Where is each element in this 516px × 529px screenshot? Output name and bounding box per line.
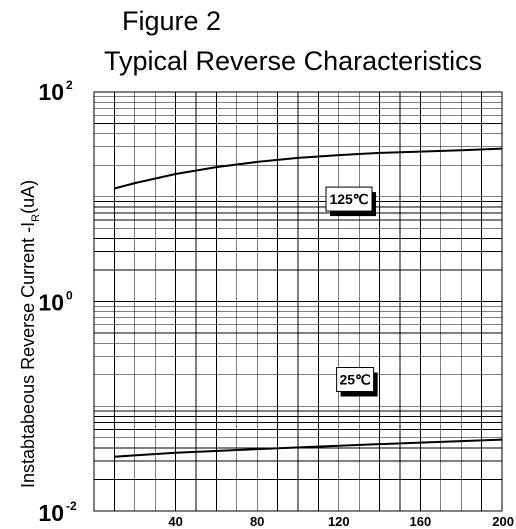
- y-tick-label: 10 0: [38, 289, 73, 316]
- y-tick-label: 10 -2: [38, 499, 77, 526]
- y-tick-base: 10: [38, 500, 64, 526]
- series-label-text: 125℃: [329, 191, 368, 207]
- label-box: [336, 367, 375, 393]
- y-tick-exponent: 0: [66, 289, 73, 303]
- x-tick-label: 120: [328, 514, 350, 529]
- x-tick-label: 80: [250, 514, 264, 529]
- label-box: [325, 186, 373, 212]
- y-tick-base: 10: [38, 290, 64, 316]
- series-label: 25℃: [336, 367, 378, 397]
- x-tick-label: 160: [410, 514, 432, 529]
- x-tick-labels: 40 80 120 160 200: [168, 514, 514, 529]
- chart-title: Typical Reverse Characteristics: [104, 46, 483, 76]
- y-tick-exponent: 2: [66, 78, 73, 92]
- annotation-group: 125℃ 25℃: [325, 186, 378, 397]
- series-line: [114, 438, 503, 458]
- y-axis-label-main: Instabtabeous Reverse Current -I: [18, 222, 38, 488]
- y-tick-label: 10 2: [38, 78, 73, 105]
- x-tick-label: 200: [492, 514, 514, 529]
- figure-number: Figure 2: [122, 6, 222, 36]
- series-label: 125℃: [325, 186, 376, 217]
- y-axis-label-unit: (uA): [18, 180, 38, 214]
- y-axis-label: Instabtabeous Reverse Current -IR(uA): [18, 180, 42, 488]
- x-tick-label: 40: [168, 514, 182, 529]
- series-line: [114, 147, 503, 190]
- y-tick-exponent: -2: [66, 499, 77, 513]
- y-axis-label-subscript: R: [30, 214, 42, 222]
- y-tick-base: 10: [38, 79, 64, 105]
- series-group: [114, 147, 503, 458]
- plot-frame: [93, 91, 503, 512]
- series-label-text: 25℃: [339, 372, 371, 388]
